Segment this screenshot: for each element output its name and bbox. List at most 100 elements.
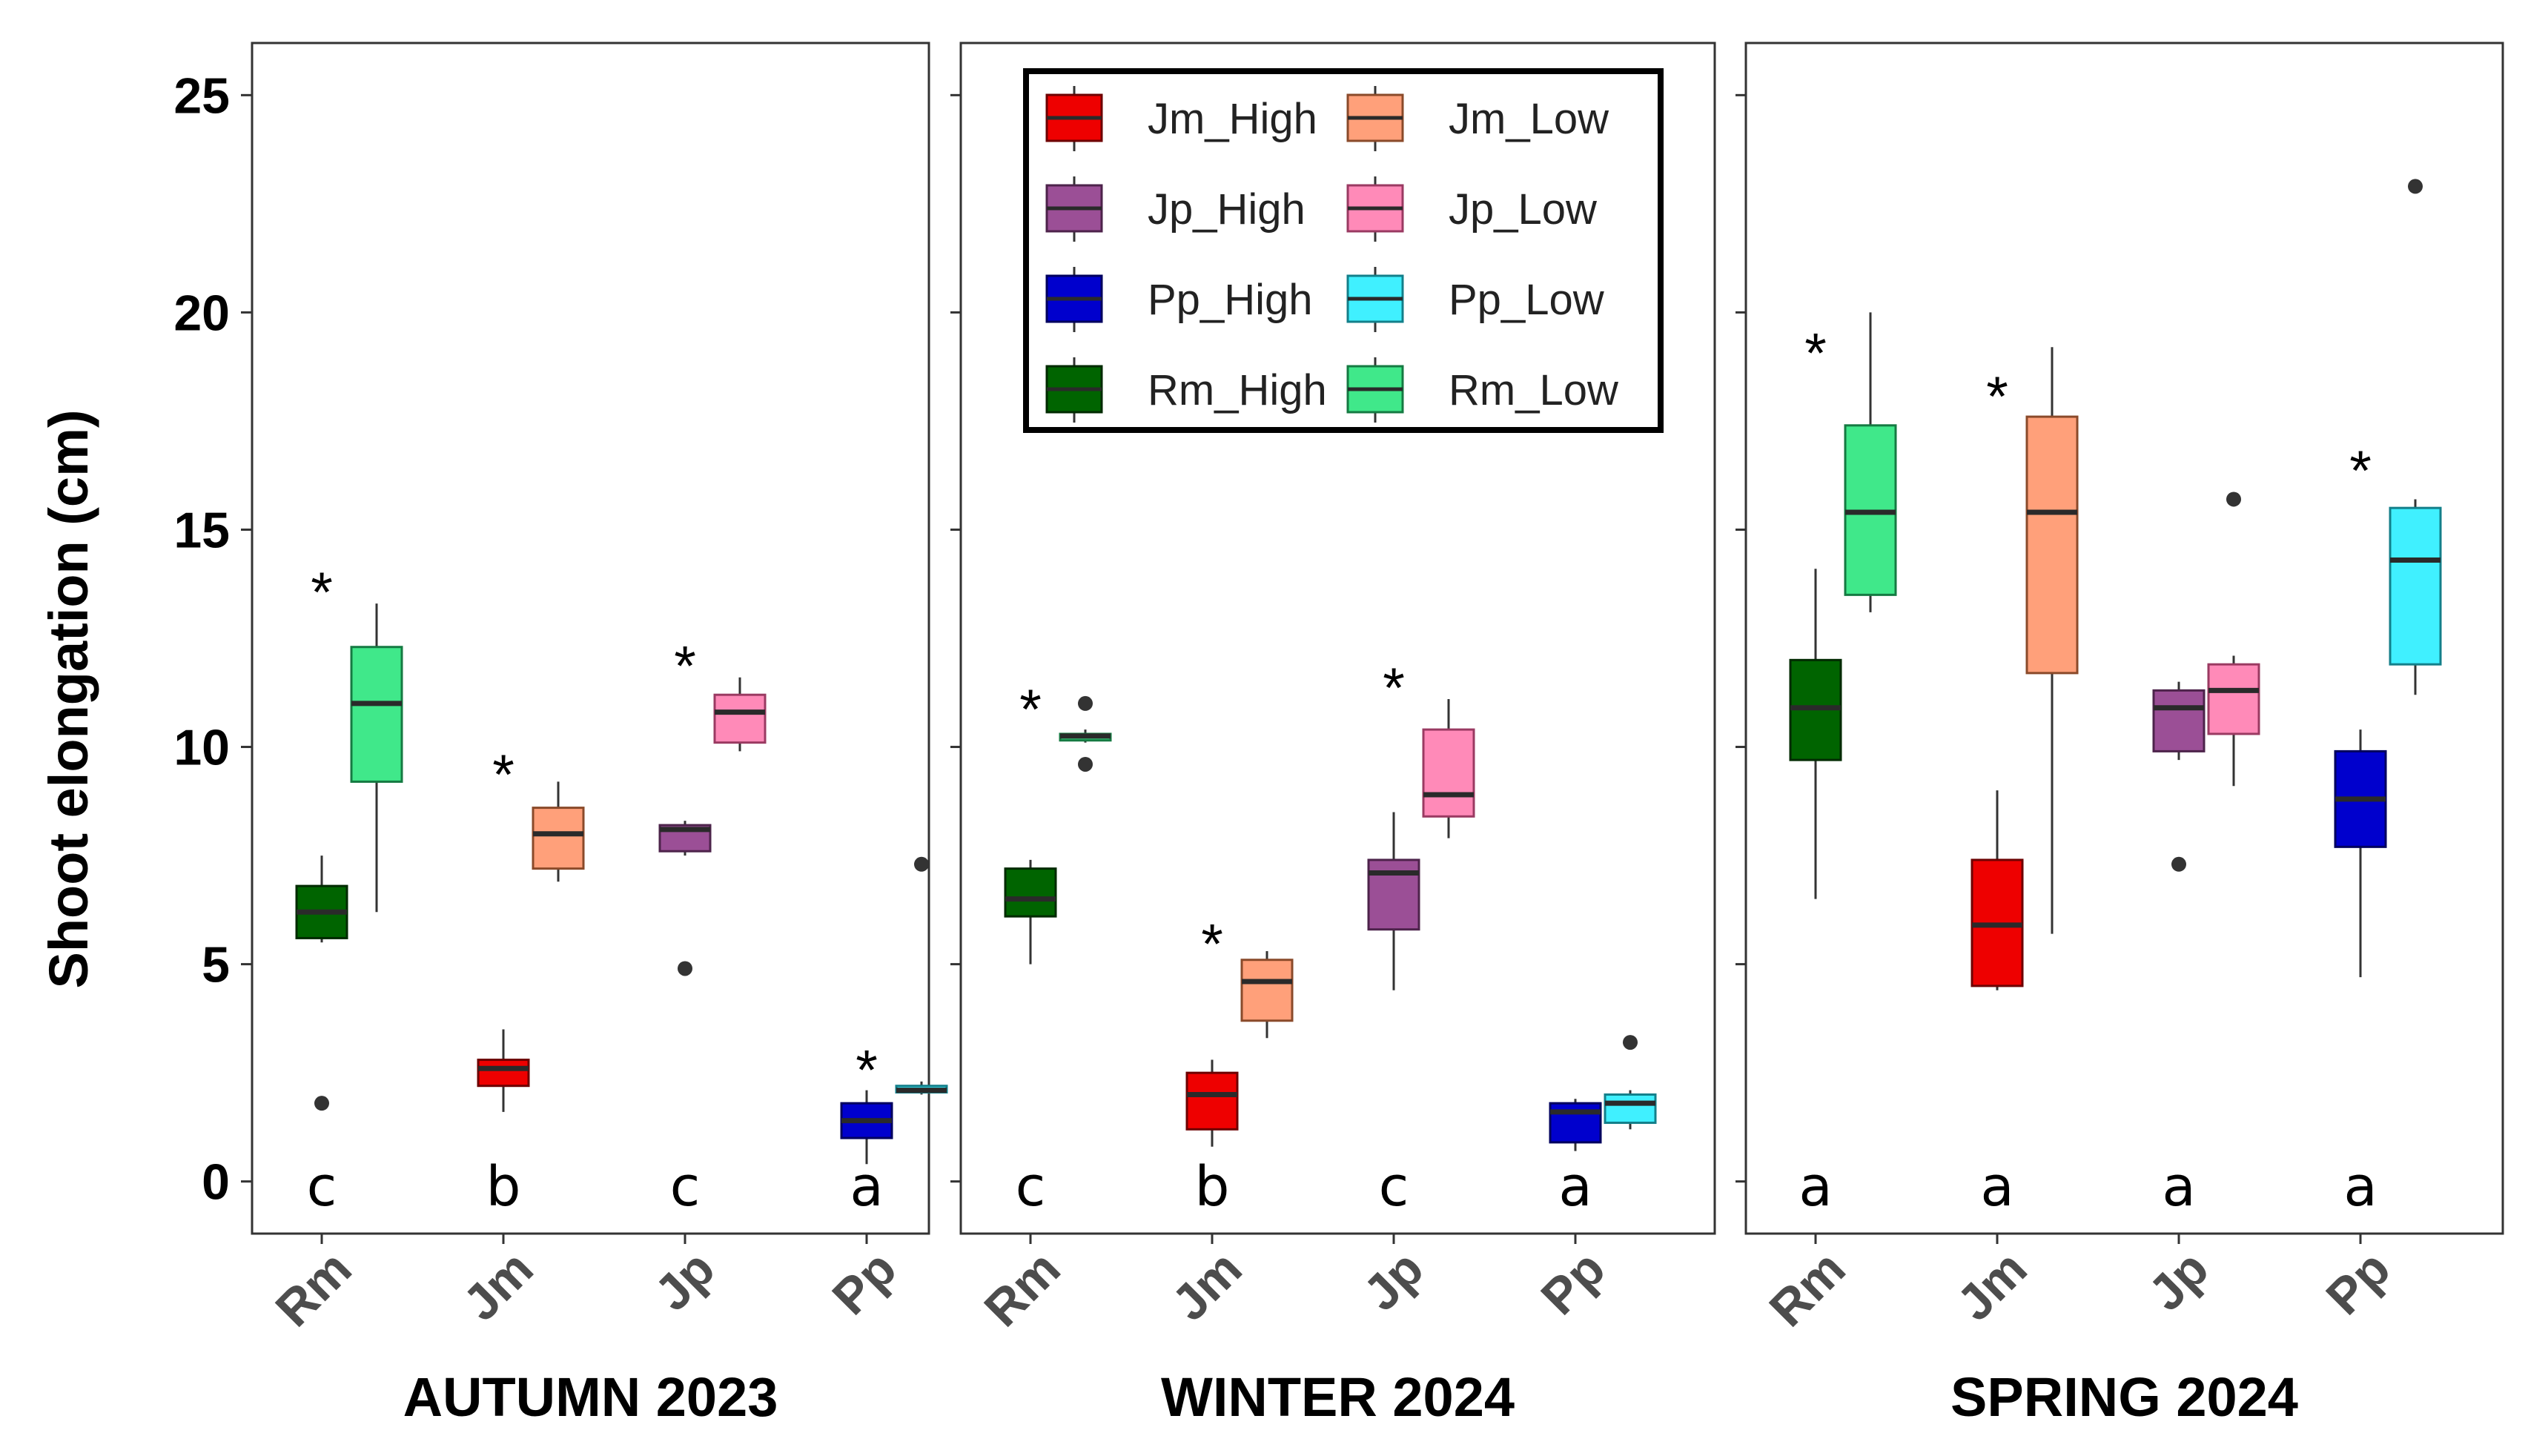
significance-letter-Rm: c <box>307 1155 337 1219</box>
x-tick-label-Rm: Rm <box>1758 1240 1856 1337</box>
significance-letter-Pp: a <box>2343 1155 2377 1219</box>
panel-spring-2024: SPRING 2024 Rm a * Jm a * Jp a Pp a * <box>1735 42 2504 1428</box>
legend-item-Jm_High: Jm_High <box>1045 86 1317 151</box>
box-Pp_Low-spring-2024 <box>2389 179 2442 695</box>
legend-label: Rm_Low <box>1449 366 1619 414</box>
y-tick-label-25: 25 <box>173 67 230 124</box>
significance-letter-Jp: c <box>670 1155 701 1219</box>
y-tick-label-5: 5 <box>202 937 230 993</box>
box-Jp_Low-spring-2024 <box>2207 492 2260 787</box>
box-Jp_High-autumn-2023 <box>658 821 712 976</box>
box-body-Jp_Low <box>2207 663 2260 735</box>
box-body-Jm_High <box>477 1059 530 1088</box>
significance-asterisk-Jm: * <box>1986 365 2008 428</box>
significance-letter-Pp: a <box>850 1155 883 1219</box>
legend-item-Jp_Low: Jp_Low <box>1346 176 1598 242</box>
significance-letter-Pp: a <box>1558 1155 1592 1219</box>
significance-letter-Jm: b <box>486 1155 521 1219</box>
significance-asterisk-Jp: * <box>674 635 696 698</box>
box-Rm_Low-winter-2024 <box>1059 695 1112 772</box>
legend-item-Rm_Low: Rm_Low <box>1346 357 1619 423</box>
box-Rm_Low-spring-2024 <box>1844 312 1897 612</box>
outlier-point-Rm_Low-0 <box>1078 695 1093 711</box>
significance-letter-Jp: a <box>2162 1155 2195 1219</box>
outlier-point-Rm_High-0 <box>314 1096 329 1111</box>
x-tick-label-Rm: Rm <box>265 1240 362 1337</box>
box-Pp_High-spring-2024 <box>2334 729 2387 978</box>
y-tick-label-20: 20 <box>173 285 230 341</box>
significance-letter-Jp: c <box>1379 1155 1409 1219</box>
panel-frame <box>1744 42 2504 1235</box>
legend-item-Rm_High: Rm_High <box>1045 357 1327 423</box>
x-tick-label-Pp: Pp <box>821 1240 907 1326</box>
significance-letter-Jm: a <box>1980 1155 2014 1219</box>
significance-asterisk-Rm: * <box>311 561 333 624</box>
outlier-point-Pp_Low-0 <box>914 856 929 872</box>
significance-asterisk-Pp: * <box>856 1039 878 1102</box>
box-body-Pp_Low <box>2389 506 2442 666</box>
box-body-Jp_High <box>2152 689 2206 752</box>
box-Rm_High-spring-2024 <box>1789 569 1842 899</box>
box-body-Rm_Low <box>350 646 403 783</box>
legend-frame <box>1023 68 1664 433</box>
x-tick-label-Jm: Jm <box>1161 1240 1252 1331</box>
box-Jp_Low-winter-2024 <box>1422 699 1475 838</box>
y-axis-title: Shoot elongation (cm) <box>38 409 99 988</box>
outlier-point-Jp_Low-0 <box>2226 492 2241 507</box>
x-tick-label-Jm: Jm <box>1946 1240 2037 1331</box>
box-Rm_Low-autumn-2023 <box>350 603 403 913</box>
y-tick-label-0: 0 <box>202 1154 230 1211</box>
panel-frame <box>959 42 1716 1235</box>
significance-asterisk-Pp: * <box>2349 440 2372 503</box>
box-Pp_Low-autumn-2023 <box>895 856 948 1095</box>
box-Jm_Low-spring-2024 <box>2025 347 2079 934</box>
box-body-Pp_Low <box>1604 1093 1657 1125</box>
outlier-point-Pp_Low-0 <box>1623 1035 1638 1050</box>
box-body-Jm_Low <box>532 807 585 870</box>
legend-label: Jp_Low <box>1449 185 1598 234</box>
x-tick-label-Rm: Rm <box>973 1240 1071 1337</box>
outlier-point-Jp_High-0 <box>678 961 692 976</box>
box-Pp_High-autumn-2023 <box>840 1090 893 1165</box>
outlier-point-Rm_Low-1 <box>1078 756 1093 772</box>
x-tick-label-Pp: Pp <box>2315 1240 2400 1326</box>
box-Jm_High-spring-2024 <box>1971 790 2024 990</box>
significance-asterisk-Jm: * <box>492 744 514 807</box>
significance-asterisk-Rm: * <box>1804 322 1827 385</box>
outlier-point-Pp_Low-0 <box>2408 179 2423 194</box>
outlier-point-Jp_High-0 <box>2171 856 2186 872</box>
box-body-Jm_High <box>1185 1071 1239 1131</box>
panel-frame <box>251 42 930 1235</box>
x-tick-label-Jp: Jp <box>644 1240 726 1322</box>
box-body-Pp_High <box>1549 1102 1602 1144</box>
legend-item-Jm_Low: Jm_Low <box>1346 86 1609 151</box>
box-Jm_High-autumn-2023 <box>477 1029 530 1112</box>
significance-asterisk-Jm: * <box>1201 913 1223 976</box>
box-body-Jp_High <box>1367 858 1420 931</box>
legend-item-Jp_High: Jp_High <box>1045 176 1306 242</box>
box-body-Jp_Low <box>1422 728 1475 818</box>
box-Jm_High-winter-2024 <box>1185 1059 1239 1147</box>
legend-item-Pp_High: Pp_High <box>1045 267 1312 332</box>
significance-letter-Jm: b <box>1195 1155 1230 1219</box>
x-tick-label-Jp: Jp <box>2138 1240 2220 1322</box>
y-tick-label-15: 15 <box>173 502 230 558</box>
box-Jp_High-spring-2024 <box>2152 681 2206 872</box>
box-body-Rm_High <box>1004 867 1057 918</box>
panel-autumn-2023: AUTUMN 2023 Rm c * Jm b * Jp c * Pp a * <box>251 42 948 1428</box>
panel-title: AUTUMN 2023 <box>403 1366 778 1428</box>
box-body-Jm_Low <box>1240 959 1294 1022</box>
legend-label: Jp_High <box>1148 185 1306 234</box>
box-Jm_Low-autumn-2023 <box>532 781 585 882</box>
panel-title: WINTER 2024 <box>1161 1366 1515 1428</box>
significance-letter-Rm: c <box>1016 1155 1046 1219</box>
box-Pp_High-winter-2024 <box>1549 1099 1602 1151</box>
box-body-Jp_Low <box>713 693 767 744</box>
box-Jm_Low-winter-2024 <box>1240 951 1294 1039</box>
significance-asterisk-Jp: * <box>1383 657 1405 720</box>
significance-asterisk-Rm: * <box>1019 678 1042 741</box>
box-Rm_High-autumn-2023 <box>295 856 348 1111</box>
legend: Jm_High Jm_Low Jp_High Jp_Low Pp_High Pp_Low R… <box>1023 68 1664 433</box>
y-tick-label-10: 10 <box>173 720 230 776</box>
